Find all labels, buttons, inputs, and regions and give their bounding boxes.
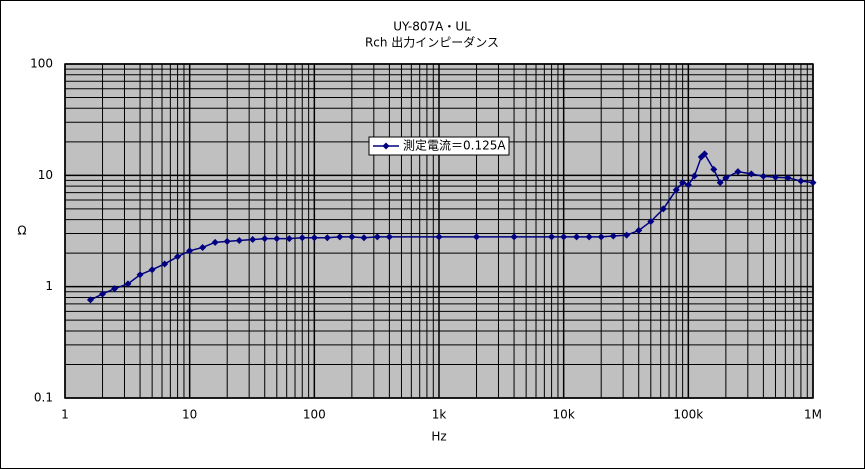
marks <box>86 150 817 304</box>
data-point <box>573 233 581 241</box>
x-tick-label: 10 <box>182 408 197 422</box>
data-point <box>659 205 667 213</box>
x-tick-label: 100k <box>673 408 703 422</box>
plot-border <box>64 63 814 399</box>
x-axis-label: Hz <box>431 430 446 444</box>
x-tick-label: 1k <box>432 408 447 422</box>
data-point <box>373 233 381 241</box>
data-point <box>716 179 724 187</box>
data-point <box>747 170 755 178</box>
data-point <box>298 234 306 242</box>
data-point <box>99 290 107 298</box>
chart-title: UY-807A・UL <box>393 20 471 34</box>
data-point <box>348 233 356 241</box>
data-point <box>623 231 631 239</box>
data-point <box>336 233 344 241</box>
data-point <box>385 233 393 241</box>
data-point <box>647 217 655 225</box>
data-point <box>323 234 331 242</box>
data-point <box>635 226 643 234</box>
data-point <box>148 266 156 274</box>
data-point <box>690 172 698 180</box>
data-point <box>809 179 817 187</box>
data-point <box>672 186 680 194</box>
data-point <box>510 233 518 241</box>
data-point <box>679 179 687 187</box>
data-point <box>560 233 568 241</box>
data-point <box>797 177 805 185</box>
data-point <box>235 236 243 244</box>
data-point <box>86 296 94 304</box>
y-tick-label: 1 <box>45 279 53 293</box>
y-axis-label: Ω <box>17 224 26 238</box>
data-point <box>360 234 368 242</box>
data-point <box>548 233 556 241</box>
data-point <box>710 165 718 173</box>
legend-box <box>368 136 510 156</box>
data-point <box>597 233 605 241</box>
data-point <box>174 253 182 261</box>
data-point <box>249 236 257 244</box>
x-tick-label: 1M <box>804 408 822 422</box>
legend-marker <box>382 142 390 150</box>
data-point <box>473 233 481 241</box>
data-point <box>124 280 132 288</box>
x-tick-label: 100 <box>303 408 326 422</box>
data-point <box>261 235 269 243</box>
data-point <box>759 172 767 180</box>
data-point <box>211 238 219 246</box>
x-tick-label: 10k <box>553 408 575 422</box>
data-point <box>684 181 692 189</box>
grid <box>64 63 814 399</box>
data-point <box>223 237 231 245</box>
data-point <box>771 173 779 181</box>
y-tick-label: 10 <box>38 168 53 182</box>
data-point <box>585 233 593 241</box>
data-point <box>161 260 169 268</box>
y-tick-label: 100 <box>30 57 53 71</box>
data-point <box>136 271 144 279</box>
y-tick-label: 0.1 <box>34 391 53 405</box>
data-point <box>609 232 617 240</box>
data-point <box>310 234 318 242</box>
data-point <box>111 285 119 293</box>
legend-label: 測定電流＝0.125A <box>403 138 506 153</box>
data-point <box>285 235 293 243</box>
data-point <box>435 233 443 241</box>
data-point <box>186 247 194 255</box>
data-point <box>722 174 730 182</box>
x-tick-label: 1 <box>61 408 69 422</box>
data-point <box>701 150 709 158</box>
data-point <box>734 168 742 176</box>
data-point <box>199 243 207 251</box>
chart-subtitle: Rch 出力インピーダンス <box>365 35 499 50</box>
data-point <box>273 235 281 243</box>
data-point <box>784 174 792 182</box>
